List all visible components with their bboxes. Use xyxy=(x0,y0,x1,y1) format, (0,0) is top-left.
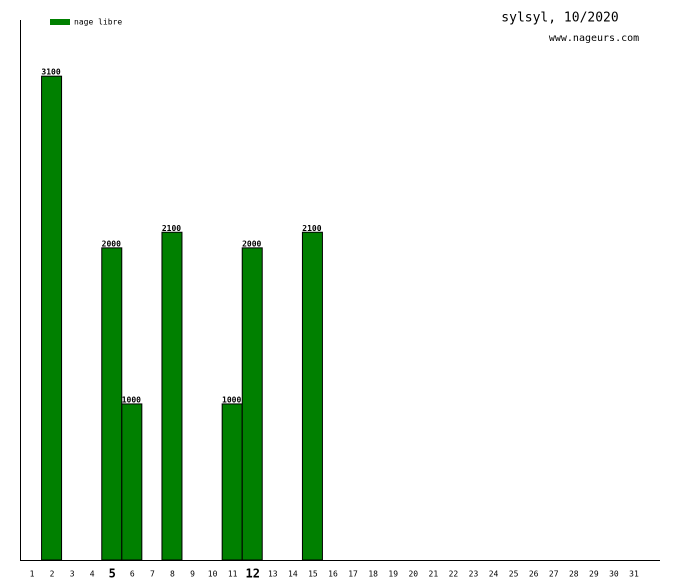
bar xyxy=(301,231,323,561)
x-tick-label: 5 xyxy=(109,567,116,580)
data-label: 3100 xyxy=(41,68,60,77)
x-tick-label: 11 xyxy=(228,570,238,579)
bar xyxy=(241,247,263,561)
x-tick-label: 22 xyxy=(449,570,459,579)
x-tick-label: 14 xyxy=(288,570,298,579)
x-tick-label: 6 xyxy=(130,570,135,579)
x-tick-label: 15 xyxy=(308,570,318,579)
x-tick-label: 4 xyxy=(90,570,95,579)
x-tick-label: 30 xyxy=(609,570,619,579)
x-tick-label: 9 xyxy=(190,570,195,579)
x-tick-label: 16 xyxy=(328,570,338,579)
x-tick-label: 20 xyxy=(408,570,418,579)
x-tick-label: 7 xyxy=(150,570,155,579)
x-tick-label: 24 xyxy=(489,570,499,579)
x-tick-label: 18 xyxy=(368,570,378,579)
bar xyxy=(101,247,123,561)
data-label: 2100 xyxy=(162,224,181,233)
bar xyxy=(121,403,143,561)
data-label: 2100 xyxy=(302,224,321,233)
x-tick-label: 28 xyxy=(569,570,579,579)
bar xyxy=(161,231,183,561)
x-tick-label: 25 xyxy=(509,570,519,579)
chart-title: sylsyl, 10/2020 xyxy=(501,11,618,26)
x-tick-label: 23 xyxy=(469,570,479,579)
legend-swatch xyxy=(50,19,70,25)
data-label: 1000 xyxy=(122,395,141,404)
x-tick-label: 3 xyxy=(70,570,75,579)
data-label: 2000 xyxy=(242,239,261,248)
x-tick-label: 2 xyxy=(50,570,55,579)
legend-label: nage libre xyxy=(74,18,122,27)
x-tick-label: 8 xyxy=(170,570,175,579)
x-tick-label: 26 xyxy=(529,570,539,579)
bar xyxy=(41,75,63,561)
x-tick-label: 10 xyxy=(208,570,218,579)
data-label: 1000 xyxy=(222,395,241,404)
x-tick-label: 29 xyxy=(589,570,599,579)
data-label: 2000 xyxy=(102,239,121,248)
x-tick-label: 27 xyxy=(549,570,559,579)
x-tick-label: 13 xyxy=(268,570,278,579)
bar xyxy=(221,403,243,561)
x-tick-label: 12 xyxy=(246,567,260,580)
x-tick-label: 19 xyxy=(388,570,398,579)
x-tick-label: 31 xyxy=(629,570,639,579)
x-tick-label: 21 xyxy=(429,570,439,579)
chart-subtitle: www.nageurs.com xyxy=(549,33,639,44)
x-tick-label: 17 xyxy=(348,570,358,579)
x-tick-label: 1 xyxy=(30,570,35,579)
